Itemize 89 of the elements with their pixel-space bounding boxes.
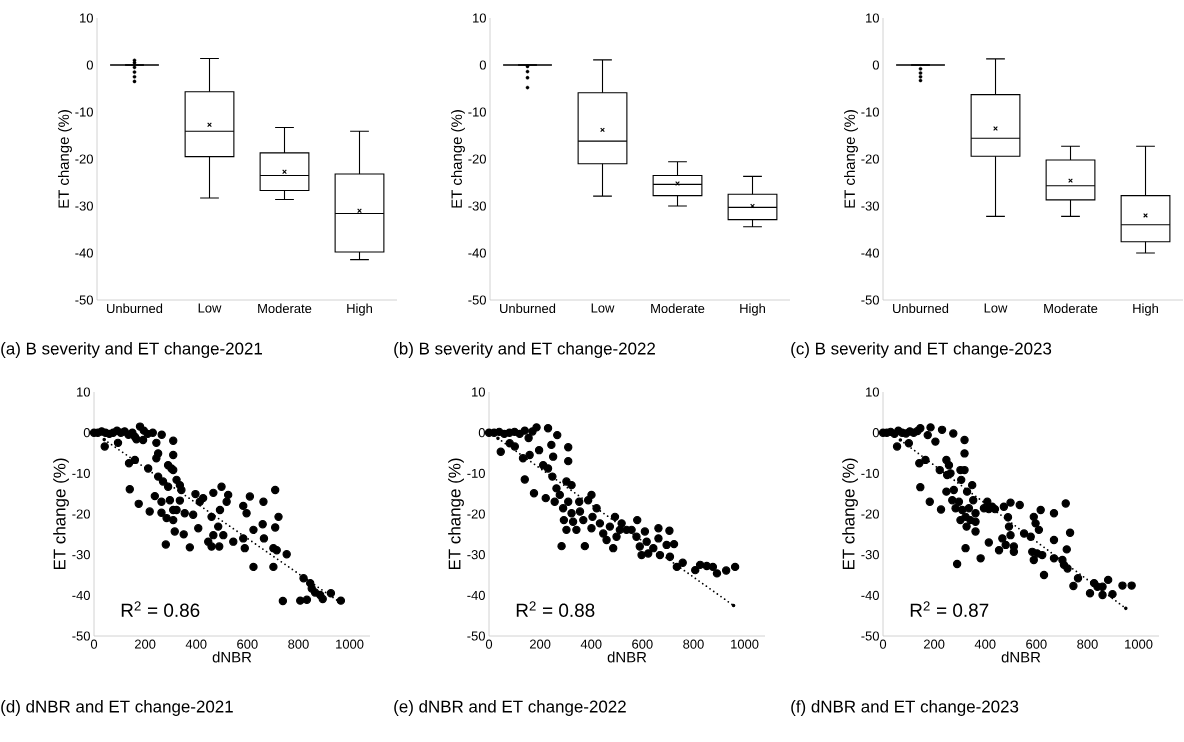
y-tick-label: -30 bbox=[468, 201, 486, 211]
y-tick-label: -40 bbox=[468, 248, 486, 258]
x-tick-label: High bbox=[347, 303, 372, 316]
text: (b) B severity and ET change-2022 bbox=[394, 342, 655, 358]
text: (c) B severity and ET change-2023 bbox=[791, 342, 1052, 358]
x-tick-label: 1000 bbox=[1125, 639, 1153, 649]
y-tick-label: -10 bbox=[861, 468, 879, 478]
x-tick-label: 200 bbox=[923, 639, 945, 649]
y-tick-label: -50 bbox=[467, 631, 485, 641]
x-tick-label: 400 bbox=[185, 639, 207, 649]
y-tick-label: 0 bbox=[872, 60, 879, 70]
x-tick-label: High bbox=[740, 303, 765, 316]
y-tick-label: -20 bbox=[468, 154, 486, 164]
x-tick-label: 0 bbox=[485, 639, 493, 649]
y-tick-label: -40 bbox=[861, 590, 879, 600]
y-tick-label: -50 bbox=[861, 295, 879, 305]
y-tick-label: -30 bbox=[75, 201, 93, 211]
x-axis-title: dNBR bbox=[212, 651, 252, 663]
x-tick-label: 400 bbox=[580, 639, 602, 649]
text: (d) dNBR and ET change-2021 bbox=[1, 700, 233, 716]
x-tick-label: Moderate bbox=[258, 303, 312, 314]
x-tick-label: Unburned bbox=[107, 303, 163, 314]
y-tick-label: -40 bbox=[861, 248, 879, 258]
y-tick-label: -30 bbox=[72, 550, 90, 560]
y-tick-label: 10 bbox=[473, 13, 486, 23]
x-tick-label: High bbox=[1133, 303, 1158, 316]
y-tick-label: -40 bbox=[467, 590, 485, 600]
x-axis-title: dNBR bbox=[1001, 651, 1041, 663]
x-tick-label: 800 bbox=[683, 639, 704, 649]
x-tick-label: 1000 bbox=[731, 639, 759, 649]
x-tick-label: 800 bbox=[1077, 639, 1098, 649]
x-tick-label: 600 bbox=[1026, 639, 1047, 649]
x-tick-label: 800 bbox=[288, 639, 309, 649]
y-tick-label: -50 bbox=[861, 631, 879, 641]
x-tick-label: Unburned bbox=[893, 303, 949, 314]
x-tick-label: Low bbox=[984, 303, 1008, 313]
x-tick-label: Moderate bbox=[1044, 303, 1098, 314]
x-tick-label: 600 bbox=[237, 639, 258, 649]
y-axis-title: ET change (%) bbox=[57, 110, 72, 208]
text: (e) dNBR and ET change-2022 bbox=[394, 700, 626, 716]
y-axis-title: ET change (%) bbox=[844, 110, 858, 208]
y-tick-label: -30 bbox=[861, 550, 879, 560]
y-tick-label: -10 bbox=[72, 468, 90, 478]
y-tick-label: -50 bbox=[468, 295, 486, 305]
y-tick-label: 0 bbox=[872, 428, 879, 438]
y-tick-label: -30 bbox=[861, 201, 879, 211]
y-tick-label: -10 bbox=[861, 107, 879, 117]
y-tick-label: -10 bbox=[75, 107, 93, 117]
x-tick-label: 400 bbox=[974, 639, 996, 649]
y-axis-title: ET change (%) bbox=[842, 458, 858, 570]
y-tick-label: -20 bbox=[75, 154, 93, 164]
y-tick-label: -10 bbox=[468, 107, 486, 117]
y-tick-label: -50 bbox=[72, 631, 90, 641]
y-tick-label: -20 bbox=[861, 509, 879, 519]
y-tick-label: -20 bbox=[72, 509, 90, 519]
y-tick-label: -20 bbox=[467, 509, 485, 519]
y-tick-label: 0 bbox=[86, 60, 93, 70]
y-tick-label: 10 bbox=[866, 13, 879, 23]
annotation: R$^{2}$ = 0.88 bbox=[516, 601, 595, 618]
text: (a) B severity and ET change-2021 bbox=[1, 342, 262, 358]
x-tick-label: 200 bbox=[134, 639, 156, 649]
x-tick-label: 600 bbox=[632, 639, 653, 649]
x-tick-label: 200 bbox=[529, 639, 551, 649]
y-tick-label: 10 bbox=[472, 387, 485, 397]
y-tick-label: -40 bbox=[75, 248, 93, 258]
y-tick-label: -20 bbox=[861, 154, 879, 164]
x-tick-label: Low bbox=[198, 303, 222, 313]
y-tick-label: 10 bbox=[866, 387, 879, 397]
y-tick-label: -30 bbox=[467, 550, 485, 560]
x-tick-label: Low bbox=[591, 303, 615, 313]
y-tick-label: -50 bbox=[75, 295, 93, 305]
y-axis-title: ET change (%) bbox=[448, 458, 464, 570]
x-tick-label: Unburned bbox=[500, 303, 556, 314]
y-tick-label: -10 bbox=[467, 468, 485, 478]
x-tick-label: Moderate bbox=[651, 303, 705, 314]
x-tick-label: 1000 bbox=[336, 639, 364, 649]
y-axis-title: ET change (%) bbox=[451, 110, 465, 208]
y-tick-label: -40 bbox=[72, 590, 90, 600]
y-axis-title: ET change (%) bbox=[53, 458, 69, 570]
annotation: R$^{2}$ = 0.87 bbox=[910, 601, 989, 618]
y-tick-label: 10 bbox=[77, 387, 90, 397]
y-tick-label: 0 bbox=[478, 428, 485, 438]
text: (f) dNBR and ET change-2023 bbox=[791, 700, 1019, 716]
annotation: R$^{2}$ = 0.86 bbox=[121, 601, 200, 618]
y-tick-label: 0 bbox=[479, 60, 486, 70]
x-tick-label: 0 bbox=[879, 639, 887, 649]
y-tick-label: 0 bbox=[83, 428, 90, 438]
y-tick-label: 10 bbox=[80, 13, 93, 23]
x-axis-title: dNBR bbox=[607, 651, 647, 663]
